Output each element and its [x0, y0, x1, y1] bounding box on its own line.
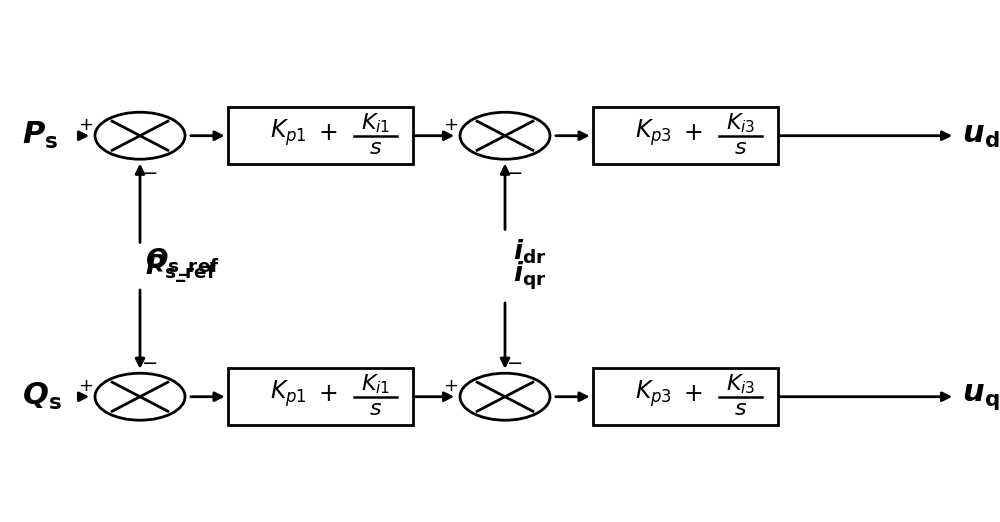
Text: $-$: $-$ — [506, 352, 522, 371]
Text: $+$: $+$ — [443, 377, 458, 395]
Text: $\mathit{s}$: $\mathit{s}$ — [369, 138, 382, 158]
Text: $\mathbfit{u}_{\mathbf{qr}}$: $\mathbfit{u}_{\mathbf{qr}}$ — [962, 382, 1000, 412]
Text: $\mathit{K}_{i3}$: $\mathit{K}_{i3}$ — [726, 111, 755, 135]
Text: $\mathbfit{i}_{\mathbf{dr}}$: $\mathbfit{i}_{\mathbf{dr}}$ — [513, 238, 547, 266]
Text: $\mathit{s}$: $\mathit{s}$ — [369, 399, 382, 419]
Text: $\mathbfit{u}_{\mathbf{dr}}$: $\mathbfit{u}_{\mathbf{dr}}$ — [962, 121, 1000, 150]
Text: $\mathit{s}$: $\mathit{s}$ — [734, 138, 747, 158]
Text: $+$: $+$ — [318, 382, 337, 406]
Bar — [592, 368, 778, 425]
Text: $+$: $+$ — [78, 377, 93, 395]
Text: $\mathit{K}_{p1}$: $\mathit{K}_{p1}$ — [270, 378, 307, 409]
Text: $\mathit{s}$: $\mathit{s}$ — [734, 399, 747, 419]
Text: $\mathbfit{i}_{\mathbf{qr}}$: $\mathbfit{i}_{\mathbf{qr}}$ — [513, 260, 547, 292]
Text: $+$: $+$ — [78, 116, 93, 134]
Text: $\mathit{K}_{i1}$: $\mathit{K}_{i1}$ — [361, 111, 390, 135]
Text: $\mathit{K}_{p1}$: $\mathit{K}_{p1}$ — [270, 117, 307, 148]
Text: $+$: $+$ — [683, 121, 702, 145]
Bar — [592, 107, 778, 164]
Text: $\mathbfit{P}_{\mathbf{s\_ref}}$: $\mathbfit{P}_{\mathbf{s\_ref}}$ — [145, 253, 217, 286]
Text: $\mathit{K}_{p3}$: $\mathit{K}_{p3}$ — [635, 378, 672, 409]
Text: $\mathbfit{P}_{\mathbf{s}}$: $\mathbfit{P}_{\mathbf{s}}$ — [22, 120, 58, 151]
Bar — [228, 368, 413, 425]
Text: $\mathit{K}_{i1}$: $\mathit{K}_{i1}$ — [361, 372, 390, 396]
Text: $+$: $+$ — [443, 116, 458, 134]
Text: $+$: $+$ — [318, 121, 337, 145]
Text: $\mathit{K}_{i3}$: $\mathit{K}_{i3}$ — [726, 372, 755, 396]
Text: $\mathbfit{Q}_{\mathbf{s\_ref}}$: $\mathbfit{Q}_{\mathbf{s\_ref}}$ — [145, 247, 220, 279]
Text: $+$: $+$ — [683, 382, 702, 406]
Text: $\mathbfit{Q}_{\mathbf{s}}$: $\mathbfit{Q}_{\mathbf{s}}$ — [22, 381, 62, 412]
Bar — [228, 107, 413, 164]
Text: $-$: $-$ — [141, 162, 157, 181]
Text: $-$: $-$ — [506, 162, 522, 181]
Text: $\mathit{K}_{p3}$: $\mathit{K}_{p3}$ — [635, 117, 672, 148]
Text: $-$: $-$ — [141, 352, 157, 371]
